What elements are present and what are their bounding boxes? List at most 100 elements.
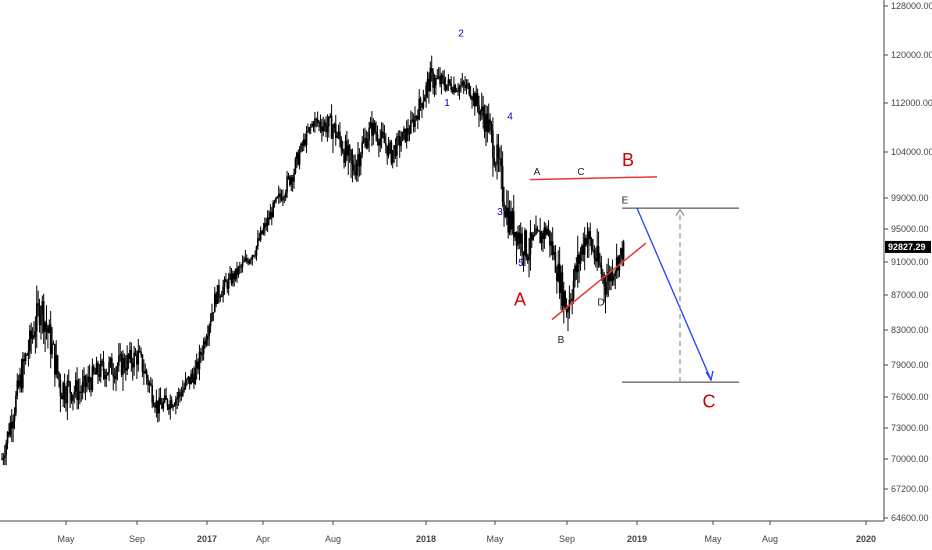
candle-body <box>486 113 489 132</box>
candle-body <box>332 128 334 139</box>
candle-body <box>88 376 91 383</box>
time-axis[interactable]: May Sep 2017 Apr Aug 2018 May Sep 2019 May Aug 2020 <box>0 520 884 544</box>
candle-body <box>309 126 312 128</box>
candle-body <box>350 149 352 161</box>
candle-body <box>5 443 7 456</box>
candle-body <box>65 400 67 404</box>
candle-body <box>69 382 71 394</box>
candle-body <box>421 103 423 108</box>
candle-body <box>467 83 469 85</box>
candle-body <box>163 395 166 403</box>
chart-drawings <box>529 176 739 383</box>
wave-4-label: 4 <box>507 112 513 123</box>
sub-wave-b-label: B <box>558 335 565 346</box>
candle-body <box>26 354 28 356</box>
candle-body <box>76 380 78 401</box>
measure-arrow-head <box>675 208 685 216</box>
candle-body <box>505 207 508 218</box>
candle-body <box>59 379 62 396</box>
candle-body <box>152 402 155 407</box>
candle-body <box>621 248 624 260</box>
candle-body <box>540 232 543 244</box>
candle-body <box>554 251 557 273</box>
candle-body <box>325 122 327 133</box>
sub-wave-e-label: E <box>622 195 629 206</box>
candle-body <box>279 193 281 198</box>
candle-body <box>98 374 101 377</box>
candle-body <box>597 246 600 263</box>
candle-body <box>83 375 85 383</box>
candle-body <box>376 134 379 142</box>
candle-body <box>56 355 59 373</box>
candle-body <box>62 382 64 400</box>
candle-body <box>134 352 137 356</box>
sub-wave-d-label: D <box>597 298 604 309</box>
time-tick-label: Apr <box>256 534 270 544</box>
candle-body <box>236 268 238 276</box>
candle-body <box>66 380 69 404</box>
candle-body <box>437 76 440 78</box>
candle-body <box>453 85 455 93</box>
candle-body <box>15 395 17 414</box>
candle-body <box>223 279 226 287</box>
candle-body <box>30 330 33 339</box>
candle-body <box>158 397 160 414</box>
candle-body <box>159 397 162 405</box>
projection-arrow[interactable] <box>636 207 712 381</box>
candle-body <box>255 246 258 256</box>
candle-body <box>124 368 127 371</box>
candle-body <box>354 171 357 176</box>
candle-body <box>195 361 198 369</box>
triangle-upper-line[interactable] <box>529 176 658 181</box>
candle-body <box>471 98 473 101</box>
candle-body <box>24 354 27 362</box>
candle-body <box>194 368 197 384</box>
candle-body <box>220 295 223 297</box>
candle-body <box>31 335 34 339</box>
candle-body <box>353 164 355 172</box>
candle-body <box>511 211 514 230</box>
candle-body <box>276 197 279 199</box>
candle-body <box>608 271 611 282</box>
candle-body <box>188 376 191 385</box>
candle-body <box>99 360 102 377</box>
candle-body <box>468 83 471 95</box>
candle-body <box>165 395 167 400</box>
candle-body <box>94 372 96 375</box>
candle-body <box>347 145 350 156</box>
candle-body <box>323 122 326 127</box>
price-axis[interactable]: 128000.00 120000.00 112000.00 104000.00 9900… <box>883 0 932 523</box>
candle-body <box>496 144 498 165</box>
candle-body <box>219 296 222 298</box>
candle-body <box>472 93 475 101</box>
last-price-badge <box>885 240 931 253</box>
candle-body <box>519 233 522 244</box>
candle-body <box>368 127 370 141</box>
candle-body <box>177 391 180 398</box>
candle-body <box>556 272 558 281</box>
candle-body <box>617 257 619 271</box>
candle-body <box>33 335 35 338</box>
candle-body <box>23 359 26 362</box>
candle-body <box>475 93 478 107</box>
candle-body <box>412 119 415 127</box>
candle-body <box>521 233 523 253</box>
candle-body <box>567 310 569 313</box>
candle-body <box>428 78 430 92</box>
triangle-lower-line[interactable] <box>551 242 647 321</box>
candle-body <box>54 344 56 375</box>
candle-body <box>531 232 533 240</box>
candle-body <box>259 230 262 240</box>
candle-body <box>127 354 130 359</box>
candle-body <box>529 232 532 255</box>
candle-body <box>592 249 594 251</box>
candle-body <box>385 143 387 146</box>
candle-body <box>462 81 465 85</box>
candle-body <box>508 211 511 233</box>
major-wave-c-label: C <box>703 391 716 411</box>
candle-body <box>416 116 419 120</box>
candle-body <box>433 85 436 88</box>
candle-body <box>226 282 229 289</box>
candle-body <box>13 413 16 421</box>
